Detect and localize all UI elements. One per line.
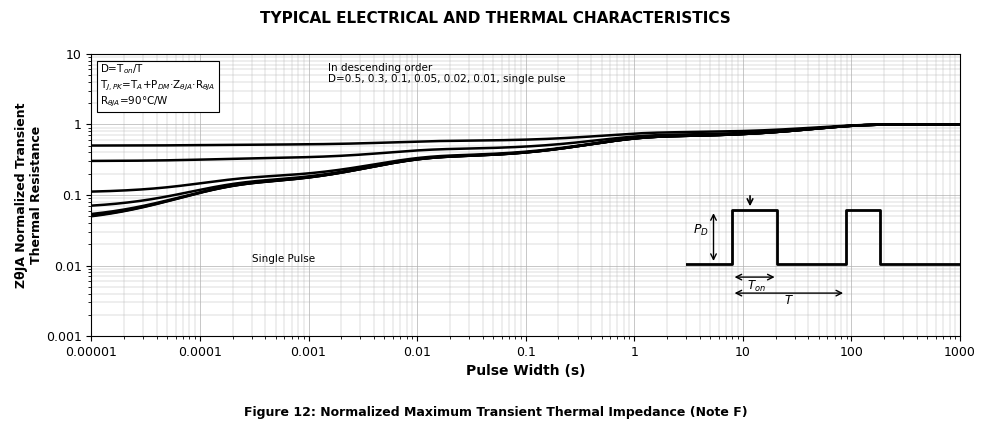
- X-axis label: Pulse Width (s): Pulse Width (s): [466, 364, 586, 379]
- Text: In descending order
D=0.5, 0.3, 0.1, 0.05, 0.02, 0.01, single pulse: In descending order D=0.5, 0.3, 0.1, 0.0…: [328, 63, 565, 84]
- Text: TYPICAL ELECTRICAL AND THERMAL CHARACTERISTICS: TYPICAL ELECTRICAL AND THERMAL CHARACTER…: [260, 11, 731, 25]
- Text: Single Pulse: Single Pulse: [252, 254, 315, 264]
- Y-axis label: ZθJA Normalized Transient
Thermal Resistance: ZθJA Normalized Transient Thermal Resist…: [15, 102, 43, 288]
- Text: Figure 12: Normalized Maximum Transient Thermal Impedance (Note F): Figure 12: Normalized Maximum Transient …: [244, 406, 747, 419]
- Text: D=T$_{on}$/T
T$_{J,PK}$=T$_A$+P$_{DM}$·Z$_{\theta JA}$·R$_{\theta JA}$
R$_{\thet: D=T$_{on}$/T T$_{J,PK}$=T$_A$+P$_{DM}$·Z…: [100, 63, 215, 109]
